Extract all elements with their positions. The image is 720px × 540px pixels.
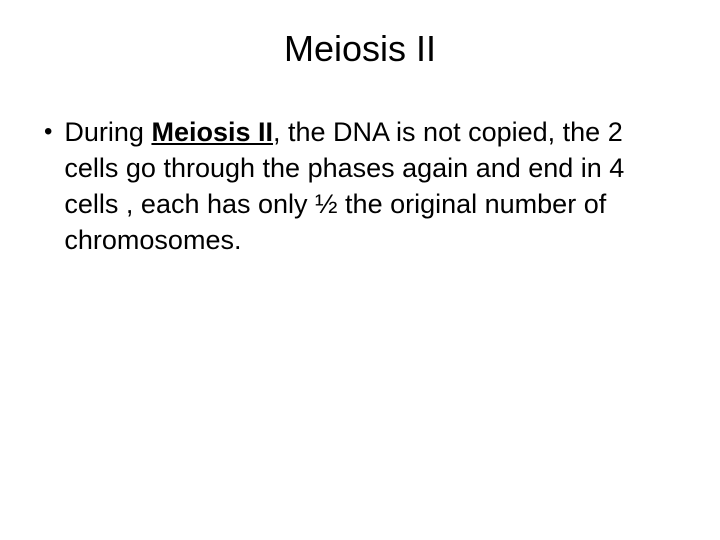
bullet-prefix: During [64, 117, 151, 147]
bullet-marker: • [44, 114, 52, 150]
slide-content: • During Meiosis II, the DNA is not copi… [40, 114, 680, 258]
slide-title: Meiosis II [40, 28, 680, 70]
slide-container: Meiosis II • During Meiosis II, the DNA … [0, 0, 720, 540]
bullet-item: • During Meiosis II, the DNA is not copi… [44, 114, 680, 258]
bullet-text: During Meiosis II, the DNA is not copied… [64, 114, 680, 258]
bullet-emphasis: Meiosis II [151, 117, 273, 147]
